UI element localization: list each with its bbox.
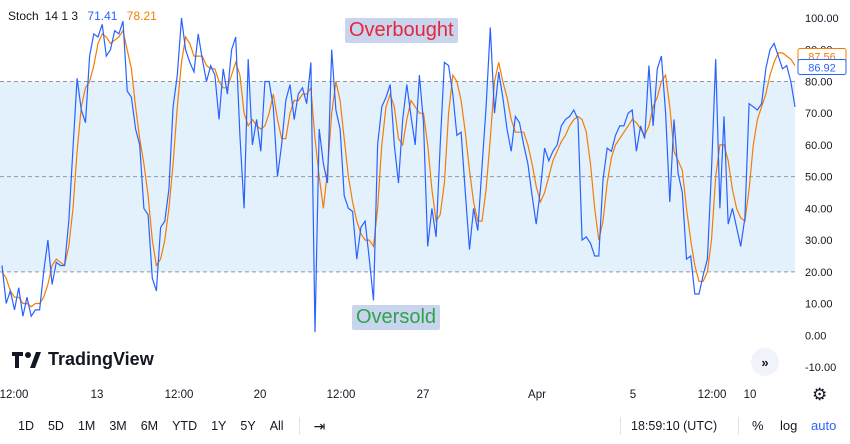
x-tick-label: 20	[254, 389, 267, 401]
overbought-label: Overbought	[345, 18, 458, 43]
indicator-name: Stoch	[8, 9, 39, 23]
y-tick-label: 50.00	[805, 172, 833, 184]
tradingview-logo-icon	[12, 351, 41, 368]
stochastic-chart[interactable]: 100.0090.0080.0070.0060.0050.0040.0030.0…	[0, 0, 850, 408]
clock-display[interactable]: 18:59:10 (UTC)	[631, 419, 718, 433]
timeframe-1m[interactable]: 1M	[77, 419, 96, 433]
y-tick-label: 40.00	[805, 203, 833, 215]
timeframe-5y[interactable]: 5Y	[240, 419, 256, 433]
d-value: 78.21	[126, 9, 157, 23]
timeframe-6m[interactable]: 6M	[140, 419, 159, 433]
toolbar-divider	[298, 417, 300, 435]
log-scale-button[interactable]: log	[780, 418, 798, 433]
timeframe-3m[interactable]: 3M	[109, 419, 127, 433]
toolbar-divider	[738, 417, 739, 435]
timeframe-1d[interactable]: 1D	[18, 419, 34, 433]
chevron-double-right-icon: »	[761, 354, 769, 370]
indicator-params: 14 1 3	[44, 9, 79, 23]
x-tick-label: 12:00	[0, 389, 28, 401]
x-tick-label: 10	[744, 389, 757, 401]
timeframe-ytd[interactable]: YTD	[172, 419, 198, 433]
k-last-value: 86.92	[808, 62, 836, 74]
y-tick-label: 100.00	[805, 13, 839, 25]
k-last-value-box	[797, 58, 847, 75]
y-tick-label: -10.00	[805, 362, 836, 374]
timeframe-all[interactable]: All	[269, 419, 284, 433]
y-tick-label: 30.00	[805, 235, 833, 247]
y-axis[interactable]: 100.0090.0080.0070.0060.0050.0040.0030.0…	[805, 13, 839, 374]
y-tick-label: 10.00	[805, 299, 833, 311]
k-value: 71.41	[87, 9, 118, 23]
x-tick-label: 12:00	[165, 389, 194, 401]
y-tick-label: 0.00	[805, 330, 826, 342]
indicator-legend[interactable]: Stoch 14 1 3 71.41 78.21	[8, 9, 163, 23]
toolbar-divider	[620, 417, 621, 435]
x-tick-label: 12:00	[698, 389, 727, 401]
x-tick-label: 27	[417, 389, 430, 401]
timeframe-5d[interactable]: 5D	[47, 419, 64, 433]
x-tick-label: 13	[91, 389, 104, 401]
x-tick-label: 5	[630, 389, 636, 401]
x-axis[interactable]: 12:00 13 12:00 20 12:00 27 Apr 5 12:00 10	[0, 389, 756, 401]
percent-scale-button[interactable]: %	[752, 418, 764, 433]
oversold-label: Oversold	[352, 305, 441, 330]
y-tick-label: 20.00	[805, 267, 833, 279]
timeframe-selector: 1D 5D 1M 3M 6M YTD 1Y 5Y All	[10, 419, 291, 433]
y-tick-label: 80.00	[805, 76, 833, 88]
logo-text: TradingView	[48, 349, 154, 369]
k-line-series	[1, 17, 796, 333]
auto-scale-button[interactable]: auto	[811, 418, 837, 433]
scroll-to-realtime-button[interactable]: »	[751, 348, 779, 376]
x-tick-label: Apr	[528, 389, 546, 401]
timeframe-1y[interactable]: 1Y	[211, 419, 227, 433]
y-tick-label: 60.00	[805, 140, 833, 152]
bottom-toolbar: 1D 5D 1M 3M 6M YTD 1Y 5Y All ⇥ 18:59:10 (UTC) % …	[0, 408, 850, 444]
x-tick-label: 12:00	[327, 389, 356, 401]
y-tick-label: 70.00	[805, 108, 833, 120]
gear-icon[interactable]: ⚙	[812, 385, 828, 404]
calendar-range-icon[interactable]: ⇥	[313, 417, 326, 434]
tradingview-logo[interactable]: TradingView	[12, 349, 154, 370]
